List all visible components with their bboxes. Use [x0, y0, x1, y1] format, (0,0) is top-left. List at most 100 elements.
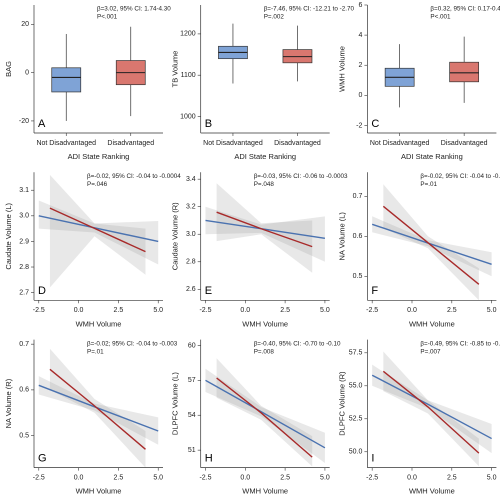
x-tick-label: 2.5	[280, 307, 290, 314]
regression-line	[382, 370, 480, 454]
confidence-band	[205, 206, 325, 262]
x-tick-label: 5.0	[153, 307, 163, 314]
annotation: β=3.02, 95% CI: 1.74-4.30	[97, 6, 171, 13]
x-tick-label: 0.0	[240, 307, 250, 314]
y-tick-label: 0	[358, 92, 362, 99]
y-tick-label: 6	[358, 2, 362, 9]
y-tick-label: 0.6	[353, 233, 363, 240]
y-tick-label: 4	[358, 32, 362, 39]
y-tick-label: 54	[188, 412, 196, 419]
y-axis-label: TB Volume	[171, 51, 180, 88]
y-tick-label: 57	[188, 377, 196, 384]
y-axis-label: WMH Volume	[337, 46, 346, 92]
regression-line	[371, 374, 492, 440]
x-tick-label: 2.5	[447, 474, 457, 481]
panel-letter: E	[205, 285, 212, 297]
regression-line	[382, 205, 480, 285]
x-tick-label: -2.5	[33, 307, 45, 314]
y-tick-label: 0.5	[353, 273, 363, 280]
x-tick-label: 2.5	[114, 307, 124, 314]
annotation: P=.048	[254, 181, 275, 188]
x-axis-label: WMH Volume	[409, 487, 455, 496]
panel-letter: G	[38, 453, 47, 465]
x-tick-label: 5.0	[487, 307, 497, 314]
annotation: β=-0.02; 95% CI: -0.04 to -0.003	[87, 340, 178, 347]
x-axis-label: ADI State Ranking	[401, 152, 463, 161]
annotation: P<.001	[430, 14, 451, 21]
confidence-band	[216, 358, 313, 467]
annotation: β=-0.02, 95% CI: -0.04 to -0.0004	[87, 173, 181, 180]
x-axis-label: WMH Volume	[242, 319, 288, 328]
x-tick-label: Not Disadvantaged	[36, 140, 96, 147]
annotation: P=.008	[254, 348, 275, 355]
x-tick-label: -2.5	[199, 474, 211, 481]
y-tick-label: 2.8	[19, 264, 29, 271]
annotation: P=.046	[87, 181, 108, 188]
confidence-band	[38, 376, 159, 445]
panel-letter: F	[371, 285, 378, 297]
y-tick-label: 0.5	[19, 432, 29, 439]
annotation: β=-0.02, 95% CI: -0.04 to -0.005	[420, 173, 500, 180]
annotation: P=.007	[420, 348, 441, 355]
x-axis-label: WMH Volume	[76, 487, 122, 496]
x-tick-label: 5.0	[487, 474, 497, 481]
y-tick-label: 51	[188, 447, 196, 454]
confidence-band	[49, 174, 146, 288]
y-tick-label: 3.0	[19, 213, 29, 220]
panel-letter: D	[38, 285, 46, 297]
regression-line	[38, 384, 159, 432]
panel-letter: C	[371, 118, 379, 130]
x-tick-label: 2.5	[280, 474, 290, 481]
x-axis-label: ADI State Ranking	[234, 152, 296, 161]
y-tick-label: 3.0	[186, 231, 196, 238]
x-tick-label: 0.0	[240, 474, 250, 481]
y-tick-label: 50.0	[349, 449, 363, 456]
y-tick-label: -20	[19, 118, 29, 125]
x-tick-label: 0.0	[407, 474, 417, 481]
panel-letter: I	[371, 453, 374, 465]
regression-line	[216, 211, 313, 248]
y-tick-label: 3.2	[186, 204, 196, 211]
regression-line	[49, 207, 146, 253]
regression-line	[205, 379, 326, 449]
box	[51, 67, 82, 93]
annotation: P=.002	[264, 14, 285, 21]
y-tick-label: 0.6	[19, 387, 29, 394]
regression-line	[216, 377, 313, 458]
x-tick-label: Disadvantaged	[274, 140, 321, 147]
x-axis-label: WMH Volume	[76, 319, 122, 328]
y-tick-label: 0.7	[19, 341, 29, 348]
annotation: P=.01	[420, 181, 437, 188]
y-axis-label: DLPFC Volume (L)	[171, 372, 180, 435]
panel-letter: B	[205, 118, 212, 130]
y-tick-label: -2	[356, 122, 362, 129]
x-tick-label: -2.5	[33, 474, 45, 481]
x-axis-label: ADI State Ranking	[68, 152, 130, 161]
x-tick-label: -2.5	[366, 307, 378, 314]
y-tick-label: 57.5	[349, 350, 363, 357]
y-tick-label: 20	[21, 21, 29, 28]
regression-line	[371, 223, 492, 265]
y-tick-label: 1000	[180, 113, 196, 120]
y-tick-label: 2.7	[19, 289, 29, 296]
annotation: P=.01	[87, 348, 104, 355]
x-tick-label: Not Disadvantaged	[370, 140, 430, 147]
y-tick-label: 0.7	[353, 193, 363, 200]
x-tick-label: 2.5	[447, 307, 457, 314]
y-tick-label: 2.9	[19, 238, 29, 245]
y-tick-label: 1100	[181, 72, 196, 79]
y-tick-label: 55.0	[349, 383, 363, 390]
annotation: P<.001	[97, 14, 118, 21]
y-axis-label: Caudate Volume (L)	[4, 202, 13, 269]
y-tick-label: 2.6	[186, 286, 196, 293]
annotation: β=-0.40, 95% CI: -0.70 to -0.10	[254, 340, 341, 347]
annotation: β=-7.46, 95% CI: -12.21 to -2.70	[264, 6, 355, 13]
y-tick-label: 2.8	[186, 259, 196, 266]
x-tick-label: -2.5	[199, 307, 211, 314]
x-tick-label: 2.5	[114, 474, 124, 481]
box	[449, 61, 480, 83]
y-axis-label: DLPFC Volume (R)	[337, 371, 346, 436]
y-tick-label: 3.4	[186, 176, 196, 183]
confidence-band	[383, 184, 479, 301]
